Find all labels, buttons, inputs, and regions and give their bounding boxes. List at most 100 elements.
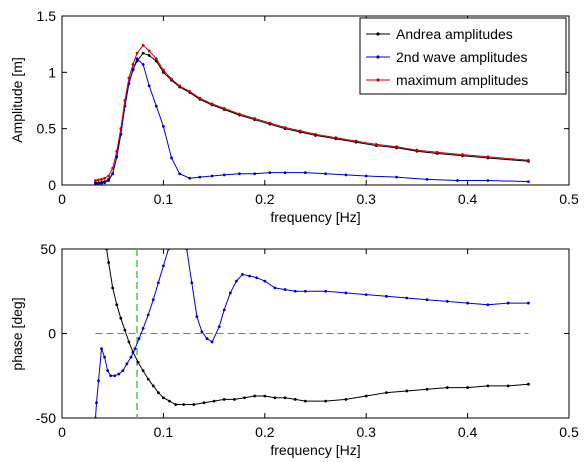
data-point (97, 178, 100, 182)
legend-box (359, 17, 567, 95)
data-point (238, 172, 241, 176)
data-point (344, 173, 348, 177)
data-point (156, 281, 160, 285)
data-point (354, 139, 358, 143)
plot-content (94, 249, 530, 418)
data-point (222, 106, 226, 110)
data-point (202, 401, 206, 405)
data-point (425, 298, 429, 302)
data-point (486, 303, 490, 307)
legend: Andrea amplitudes 2nd wave amplitudes maxi… (359, 17, 567, 95)
series-line-1 (106, 249, 529, 405)
data-point (385, 294, 388, 298)
data-point (127, 76, 131, 80)
data-point (263, 394, 267, 398)
data-point (106, 369, 110, 373)
data-point (283, 288, 287, 291)
data-point (162, 70, 165, 74)
data-point (103, 176, 106, 180)
data-point (131, 68, 135, 72)
data-point (268, 171, 272, 175)
data-point (185, 249, 189, 251)
data-point (425, 177, 429, 181)
data-point (344, 398, 348, 401)
data-point (198, 96, 202, 100)
data-point (95, 401, 98, 405)
data-point (212, 399, 216, 403)
data-point (283, 126, 287, 129)
data-point (283, 396, 287, 400)
x-tick-label: 0.5 (559, 424, 579, 440)
data-point (415, 148, 419, 152)
data-point (100, 177, 103, 181)
data-point (364, 174, 368, 178)
data-point (107, 261, 111, 264)
data-point (141, 63, 145, 66)
plot-content (94, 43, 530, 185)
data-point (253, 172, 257, 176)
data-point (198, 175, 202, 179)
data-point (243, 396, 246, 400)
data-point (456, 179, 459, 182)
data-point (195, 315, 199, 318)
data-point (222, 308, 226, 312)
data-point (253, 394, 257, 398)
x-tick-label: 0 (58, 424, 66, 440)
data-point (405, 389, 409, 393)
y-tick-label: 1.5 (37, 8, 57, 24)
data-point (113, 374, 117, 378)
data-point (119, 127, 123, 131)
data-point (170, 156, 173, 160)
data-point (129, 355, 133, 359)
x-tick-label: 0.2 (255, 424, 275, 440)
data-point (293, 398, 297, 401)
data-point (283, 171, 287, 175)
data-point (151, 384, 155, 388)
y-tick-label: 1 (48, 64, 56, 80)
data-point (303, 399, 307, 403)
data-point (344, 291, 348, 295)
data-point (94, 416, 97, 418)
x-tick-label: 0 (58, 191, 66, 207)
data-point (162, 68, 165, 72)
data-point (111, 172, 115, 176)
data-point (146, 313, 150, 317)
data-point (151, 298, 155, 302)
chart-panel-1: 0 0.1 0.2 0.3 0.4 0.5 0 0.5 1 1.5 frequency [Hz] Am… (9, 8, 579, 225)
data-point (268, 121, 272, 125)
legend-label: Andrea amplitudes (396, 26, 513, 42)
data-point (109, 374, 113, 378)
series-line-2 (95, 249, 169, 418)
data-point (135, 51, 139, 55)
data-point (235, 279, 238, 283)
y-tick-label: 0 (48, 177, 56, 193)
legend-label: maximum amplitudes (396, 72, 528, 88)
data-point (162, 125, 165, 128)
data-point (445, 299, 449, 303)
data-point (395, 145, 399, 149)
data-point (303, 171, 307, 175)
data-point (273, 286, 277, 290)
y-axis-label: phase [deg] (9, 297, 25, 370)
data-point (170, 77, 173, 81)
data-point (405, 296, 409, 300)
data-point (466, 301, 469, 305)
data-point (147, 84, 151, 88)
data-point (100, 181, 103, 185)
data-point (103, 355, 106, 359)
data-point (222, 173, 226, 177)
data-point (241, 272, 244, 276)
data-point (253, 117, 257, 120)
data-point (125, 362, 129, 366)
data-point (115, 303, 119, 307)
data-point (111, 166, 115, 170)
data-point (115, 149, 119, 153)
data-point (123, 328, 127, 332)
data-point (94, 182, 97, 185)
data-point (141, 43, 145, 47)
data-point (162, 264, 165, 268)
data-point (167, 249, 170, 251)
data-point (141, 327, 145, 330)
data-point (111, 286, 115, 290)
y-axis-label: Amplitude [m] (9, 57, 25, 143)
